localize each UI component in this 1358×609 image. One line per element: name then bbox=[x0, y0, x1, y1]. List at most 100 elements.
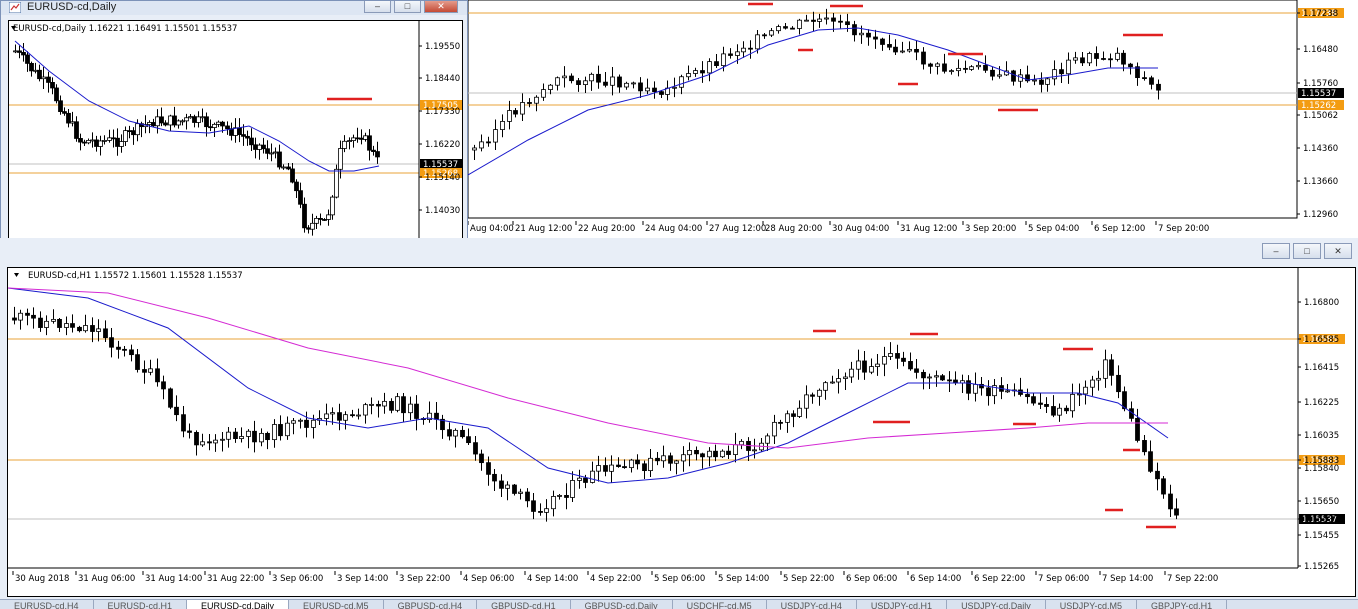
chart-tab[interactable]: GBPUSD-cd,H4 bbox=[384, 600, 478, 609]
candle-body bbox=[849, 368, 854, 378]
candle-body bbox=[246, 430, 251, 437]
chart-tab[interactable]: USDJPY-cd,H4 bbox=[767, 600, 857, 609]
chart-tab[interactable]: EURUSD-cd,M5 bbox=[289, 600, 384, 609]
candle-body bbox=[668, 455, 673, 464]
chart-tab[interactable]: USDJPY-cd,H1 bbox=[857, 600, 948, 609]
maximize-button[interactable]: □ bbox=[1293, 243, 1321, 259]
candle-body bbox=[298, 419, 303, 422]
candle-body bbox=[351, 137, 356, 142]
candle-body bbox=[78, 138, 83, 143]
candle-body bbox=[233, 431, 238, 440]
chart-tab[interactable]: GBPUSD-cd,H1 bbox=[477, 600, 571, 609]
candle-body bbox=[311, 419, 316, 428]
candle-body bbox=[314, 217, 319, 224]
lower-price-box-label: 1.15262 bbox=[1301, 101, 1336, 111]
info-collapse-icon[interactable] bbox=[11, 26, 16, 30]
candle-body bbox=[1156, 83, 1161, 91]
candle-body bbox=[895, 353, 900, 359]
time-label: 3 Sep 22:00 bbox=[399, 574, 450, 584]
upper-price-box-label: 1.17238 bbox=[1301, 9, 1336, 19]
candle-body bbox=[862, 360, 867, 373]
eurusd-daily-window[interactable]: EURUSD-cd,Daily – □ ✕ 1.17505 1.15537 1.15… bbox=[0, 0, 468, 270]
candle-body bbox=[1155, 470, 1160, 480]
time-label: 30 Aug 04:00 bbox=[832, 224, 889, 234]
candle-body bbox=[298, 190, 303, 205]
chart-tab[interactable]: EURUSD-cd,H1 bbox=[94, 600, 188, 609]
candle-body bbox=[624, 82, 629, 88]
chart-tab[interactable]: USDJPY-cd,Daily bbox=[947, 600, 1046, 609]
candle-body bbox=[479, 453, 484, 464]
candle-body bbox=[123, 130, 128, 142]
chart-info-line: EURUSD-cd,H1 1.15572 1.15601 1.15528 1.1… bbox=[28, 271, 243, 281]
candle-body bbox=[1148, 451, 1153, 472]
chart-tab[interactable]: USDJPY-cd,M5 bbox=[1046, 600, 1137, 609]
window-title-bar[interactable]: EURUSD-cd,Daily – □ ✕ bbox=[1, 1, 467, 15]
chart-tab[interactable]: USDCHF-cd,M5 bbox=[673, 600, 767, 609]
candle-body bbox=[817, 389, 822, 397]
window-title: EURUSD-cd,Daily bbox=[27, 1, 117, 13]
close-button[interactable]: ✕ bbox=[1324, 243, 1352, 259]
candle-body bbox=[226, 431, 231, 440]
maximize-button[interactable]: □ bbox=[394, 1, 421, 13]
candle-body bbox=[1142, 440, 1147, 453]
candle-body bbox=[817, 18, 822, 22]
info-collapse-icon[interactable] bbox=[14, 273, 19, 277]
daily-chart-right-window[interactable]: 1.17238 1.15537 1.15262 1.17238 1.16480 1.15… bbox=[468, 0, 1358, 238]
candle-body bbox=[401, 396, 406, 414]
candle-body bbox=[979, 383, 984, 389]
chart-tab[interactable]: EURUSD-cd,Daily bbox=[187, 600, 290, 609]
minimize-button[interactable]: – bbox=[364, 1, 391, 13]
candle-body bbox=[265, 148, 270, 154]
candle-body bbox=[172, 115, 177, 126]
candle-body bbox=[326, 214, 331, 220]
candle-body bbox=[466, 436, 471, 444]
candle-body bbox=[225, 125, 230, 130]
candle-body bbox=[1011, 70, 1016, 82]
candle-body bbox=[935, 63, 940, 67]
time-label: 7 Sep 14:00 bbox=[1102, 574, 1153, 584]
candle-body bbox=[1039, 79, 1044, 85]
candle-body bbox=[735, 51, 740, 56]
minimize-button[interactable]: – bbox=[1262, 243, 1290, 259]
price-label: 1.16035 bbox=[1304, 431, 1339, 441]
candle-body bbox=[866, 32, 871, 38]
candle-body bbox=[18, 312, 23, 321]
candle-body bbox=[196, 116, 201, 123]
candle-body bbox=[1052, 69, 1057, 80]
candle-body bbox=[986, 387, 991, 397]
time-label: 27 Aug 12:00 bbox=[709, 224, 766, 234]
candle-body bbox=[513, 110, 518, 115]
chart-tab[interactable]: GBPUSD-cd,Daily bbox=[571, 600, 673, 609]
candle-body bbox=[334, 168, 339, 198]
candle-body bbox=[310, 222, 315, 230]
daily-chart-area[interactable]: 1.17505 1.15537 1.15268 1.19550 1.18440 1.17… bbox=[8, 20, 463, 265]
candle-body bbox=[969, 66, 974, 70]
candle-body bbox=[376, 403, 381, 407]
candle-body bbox=[823, 382, 828, 391]
candle-body bbox=[1044, 404, 1049, 407]
candle-body bbox=[755, 34, 760, 50]
eurusd-h1-window[interactable]: – □ ✕ 1.16585 1.15883 1.15537 1.16800 1.16585… bbox=[0, 238, 1358, 600]
candle-body bbox=[538, 511, 543, 513]
h1-chart-area[interactable]: 1.16585 1.15883 1.15537 1.16800 1.16585 1.16… bbox=[7, 267, 1356, 597]
middle-price-box-label: 1.15883 bbox=[1302, 456, 1337, 466]
candle-body bbox=[1161, 478, 1166, 495]
candle-body bbox=[752, 449, 757, 452]
candle-body bbox=[616, 464, 621, 467]
candle-body bbox=[102, 140, 107, 142]
candle-body bbox=[1109, 359, 1114, 376]
chart-tab[interactable]: EURUSD-cd,H4 bbox=[0, 600, 94, 609]
candle-body bbox=[1045, 78, 1050, 85]
chart-tab[interactable]: GBPJPY-cd,H1 bbox=[1137, 600, 1228, 609]
candle-body bbox=[694, 449, 699, 455]
candle-body bbox=[830, 381, 835, 384]
price-label: 1.14360 bbox=[1303, 144, 1338, 154]
candle-body bbox=[290, 168, 295, 183]
candle-body bbox=[237, 127, 242, 135]
close-button[interactable]: ✕ bbox=[424, 1, 458, 13]
candle-body bbox=[213, 439, 218, 444]
candle-body bbox=[116, 346, 121, 350]
